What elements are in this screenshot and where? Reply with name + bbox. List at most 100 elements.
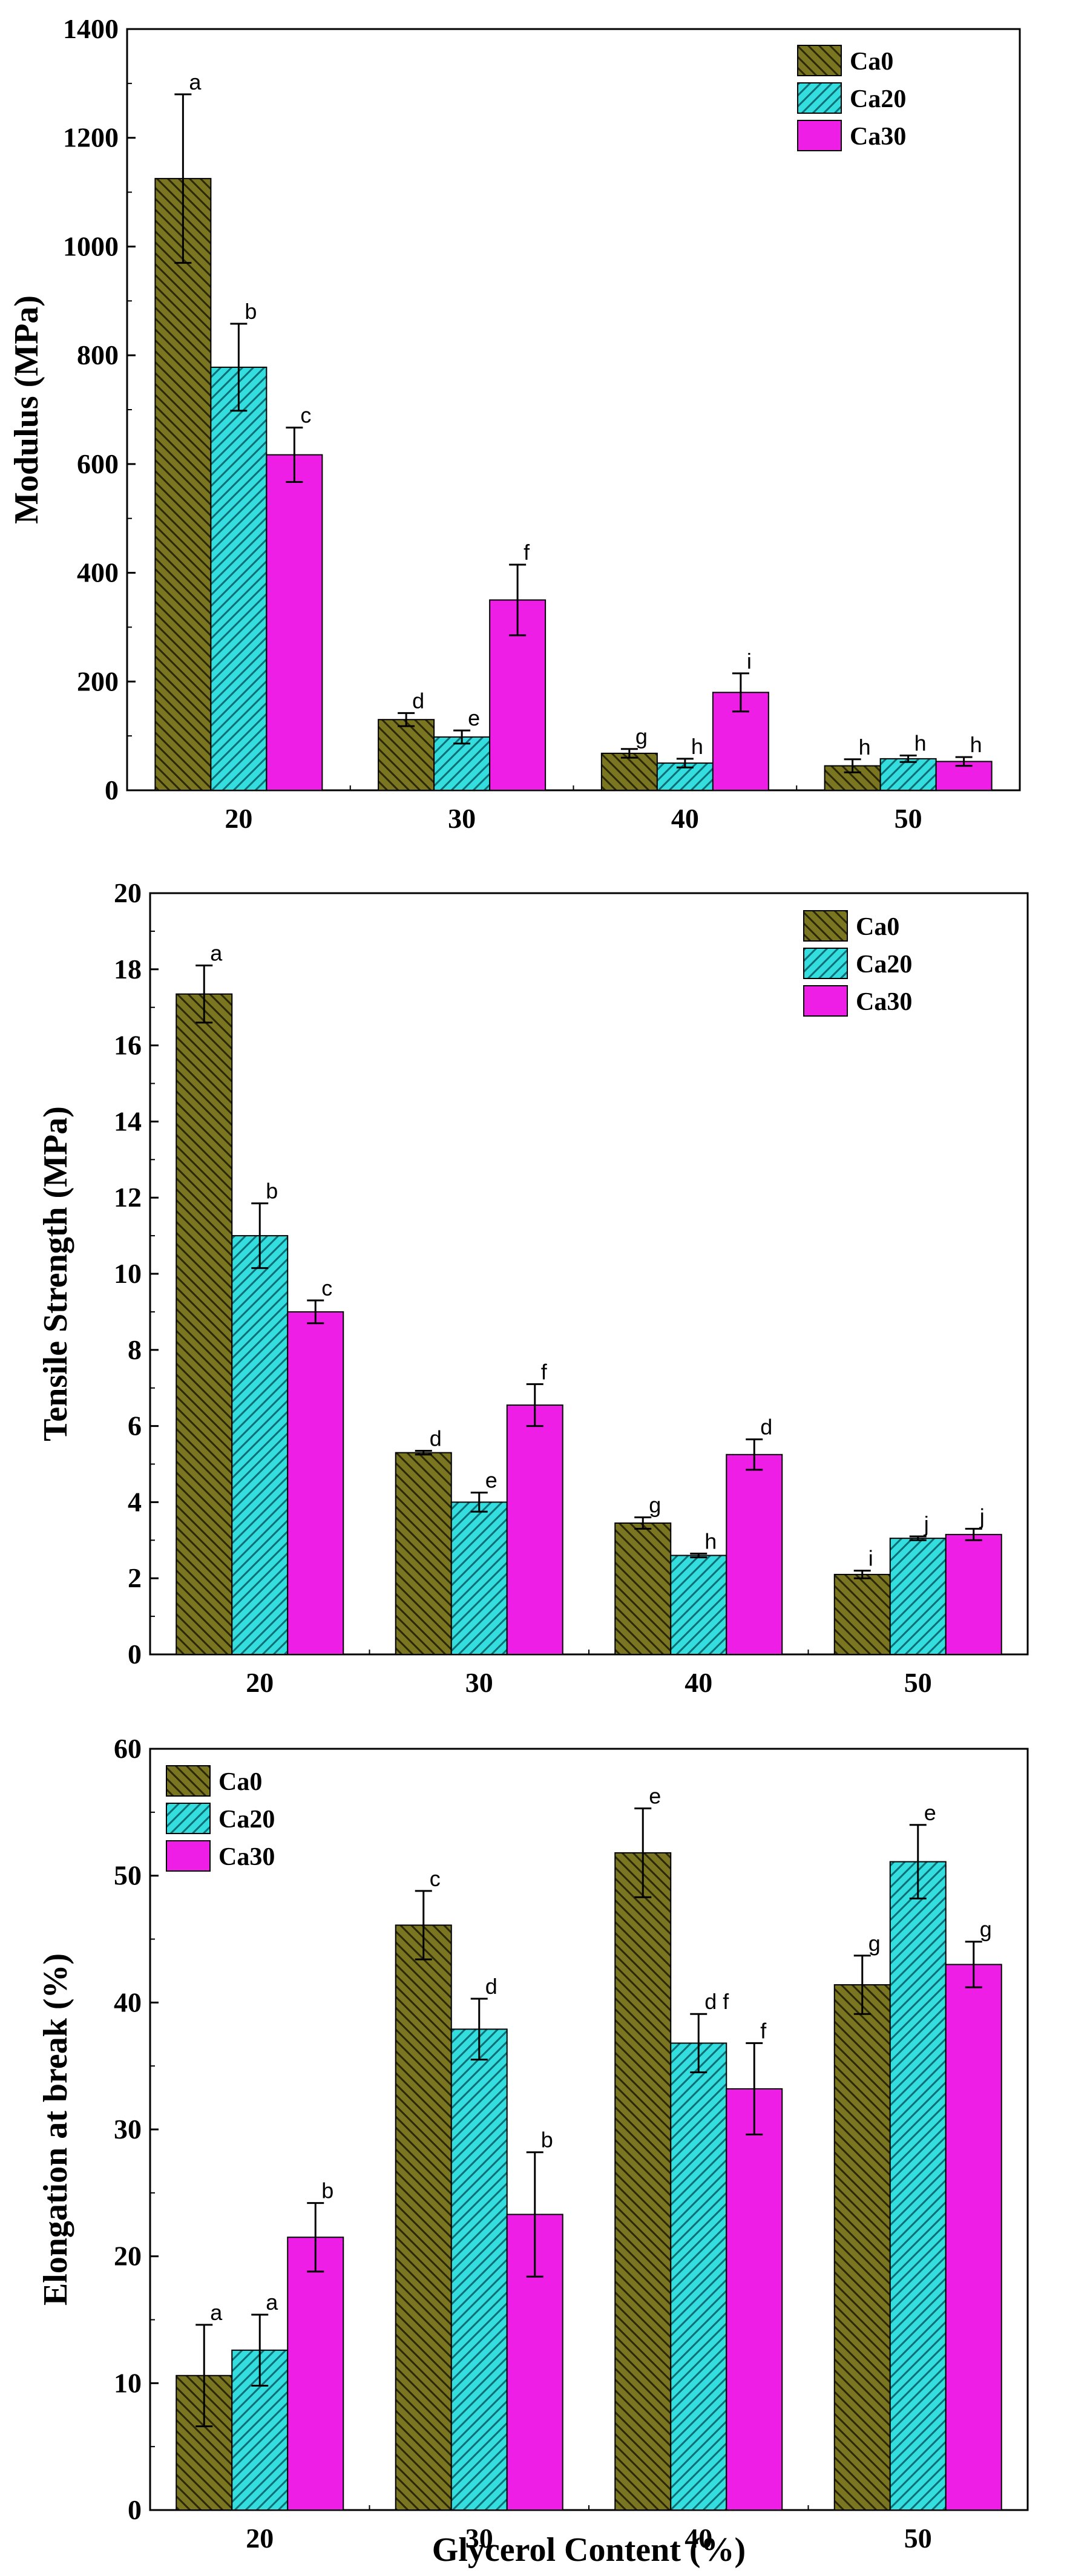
legend-label-ca30: Ca30	[218, 1843, 275, 1871]
elongation-x-axis: 20 30 40 50	[246, 2502, 932, 2554]
tensile-xtick-label: 20	[246, 1667, 274, 1698]
tensile-bar-ca20	[670, 1555, 727, 1655]
elongation-xtick-label: 40	[685, 2523, 712, 2554]
elongation-bar-ca30	[287, 2237, 344, 2511]
tensile-y-title: Tensile Strength (MPa)	[37, 1106, 74, 1441]
modulus-bar-ca0	[600, 752, 658, 791]
modulus-ytick-label: 200	[77, 666, 119, 696]
modulus-legend: Ca0 Ca20 Ca30	[797, 45, 906, 151]
tensile-ytick-label: 0	[128, 1639, 142, 1670]
modulus-significance-letter: h	[859, 735, 871, 759]
elongation-xtick-label: 20	[246, 2523, 274, 2554]
elongation-chart: 0 10 20 30 40 50 60 20 30 40 50 a c e g a d d f e b b f g Ca…	[37, 1733, 1029, 2554]
tensile-significance-letter: d	[430, 1426, 442, 1450]
legend-label-ca30: Ca30	[850, 123, 906, 151]
modulus-significance-letter: h	[691, 734, 703, 759]
elongation-ytick-label: 50	[114, 1860, 142, 1891]
elongation-significance-letter: g	[980, 1917, 992, 1942]
legend-swatch-ca30	[166, 1840, 211, 1872]
legend-swatch-ca20	[803, 948, 848, 979]
modulus-ytick-label: 1400	[63, 13, 119, 44]
tensile-significance-letter: e	[485, 1468, 497, 1493]
elongation-bar-ca20	[670, 2042, 727, 2511]
legend-label-ca0: Ca0	[850, 48, 893, 76]
tensile-bar-ca0	[176, 993, 233, 1655]
elongation-significance-letter: a	[266, 2290, 278, 2315]
x-axis-title: Glycerol Content (%)	[432, 2531, 746, 2569]
legend-label-ca30: Ca30	[856, 988, 912, 1016]
elongation-y-axis: 0 10 20 30 40 50 60	[114, 1733, 159, 2525]
modulus-ytick-label: 600	[77, 448, 119, 479]
elongation-bar-ca0	[395, 1924, 452, 2511]
tensile-ytick-label: 18	[114, 954, 142, 985]
tensile-ytick-label: 12	[114, 1182, 142, 1213]
tensile-significance-letter: h	[704, 1529, 717, 1553]
tensile-bars: a d g i b e h j c f d j	[176, 941, 1002, 1656]
elongation-bar-ca30	[945, 1964, 1002, 2511]
modulus-significance-letter: h	[970, 732, 982, 757]
legend-label-ca20: Ca20	[850, 85, 906, 113]
tensile-ytick-label: 20	[114, 877, 142, 908]
tensile-ytick-label: 4	[128, 1486, 142, 1517]
modulus-ytick-label: 1000	[63, 231, 119, 261]
tensile-legend: Ca0 Ca20 Ca30	[803, 910, 912, 1017]
elongation-significance-letter: g	[868, 1931, 881, 1956]
tensile-xtick-label: 40	[685, 1667, 712, 1698]
elongation-y-title: Elongation at break (%)	[37, 1953, 74, 2306]
tensile-bar-ca20	[231, 1235, 289, 1655]
elongation-significance-letter: d	[485, 1974, 497, 1999]
elongation-significance-letter: c	[430, 1866, 441, 1891]
elongation-significance-letter: e	[649, 1784, 661, 1809]
elongation-bar-ca0	[614, 1852, 672, 2511]
elongation-significance-letter: b	[541, 2128, 553, 2152]
elongation-ytick-label: 0	[128, 2494, 142, 2525]
legend-label-ca20: Ca20	[218, 1806, 275, 1834]
elongation-xtick-label: 30	[465, 2523, 493, 2554]
tensile-significance-letter: c	[321, 1276, 332, 1300]
tensile-bar-ca30	[506, 1404, 563, 1655]
modulus-ytick-label: 1200	[63, 122, 119, 153]
tensile-bar-ca30	[945, 1533, 1002, 1655]
modulus-bar-ca0	[378, 719, 435, 791]
legend-swatch-ca30	[803, 985, 848, 1017]
tensile-xtick-label: 30	[465, 1667, 493, 1698]
modulus-xtick-label: 30	[448, 803, 476, 834]
modulus-xtick-label: 40	[671, 803, 699, 834]
modulus-significance-letter: b	[245, 299, 257, 324]
modulus-bar-ca20	[210, 366, 268, 791]
elongation-ytick-label: 40	[114, 1987, 142, 2017]
tensile-x-axis: 20 30 40 50	[246, 1646, 932, 1698]
elongation-significance-letter: d f	[704, 1989, 729, 2014]
tensile-significance-letter: d	[760, 1415, 772, 1440]
modulus-bar-ca30	[266, 454, 323, 791]
legend-label-ca0: Ca0	[218, 1768, 262, 1796]
tensile-ytick-label: 16	[114, 1030, 142, 1061]
tensile-bar-ca30	[287, 1311, 344, 1655]
tensile-bar-ca20	[889, 1538, 947, 1656]
modulus-significance-letter: e	[468, 706, 480, 730]
tensile-significance-letter: a	[210, 941, 223, 966]
legend-swatch-ca0	[803, 910, 848, 942]
elongation-bar-ca0	[833, 1984, 891, 2511]
elongation-bars: a c e g a d d f e b b f g	[176, 1784, 1002, 2511]
tensile-significance-letter: i	[868, 1546, 873, 1571]
modulus-ytick-label: 800	[77, 339, 119, 370]
modulus-significance-letter: i	[747, 649, 752, 673]
legend-swatch-ca0	[166, 1765, 211, 1797]
modulus-chart: 0 200 400 600 800 1000 1200 1400 20 30 40 50 a d g h b…	[8, 13, 1021, 834]
modulus-y-axis: 0 200 400 600 800 1000 1200 1400	[63, 13, 136, 805]
modulus-bars: a d g h b e h h c f i h	[154, 70, 993, 791]
elongation-bar-ca20	[889, 1861, 947, 2511]
tensile-xtick-label: 50	[904, 1667, 932, 1698]
modulus-bar-ca20	[879, 758, 937, 791]
tensile-significance-letter: b	[266, 1179, 278, 1204]
tensile-ytick-label: 6	[128, 1411, 142, 1441]
tensile-bar-ca0	[833, 1573, 891, 1655]
legend-swatch-ca0	[797, 45, 842, 76]
legend-swatch-ca20	[166, 1803, 211, 1834]
elongation-ytick-label: 10	[114, 2367, 142, 2398]
modulus-y-title: Modulus (MPa)	[8, 295, 45, 524]
modulus-bar-ca0	[154, 178, 212, 791]
